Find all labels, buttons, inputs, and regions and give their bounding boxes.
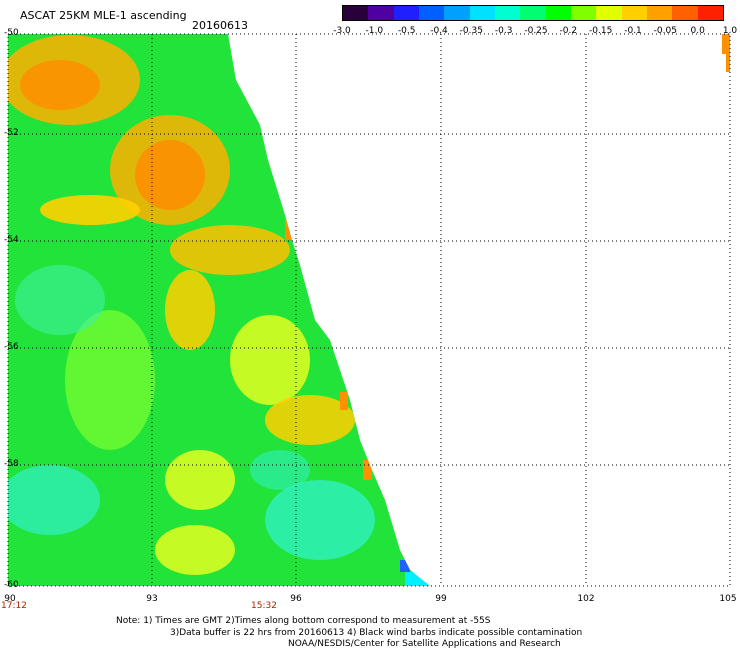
lon-label: 99 bbox=[435, 594, 447, 604]
color-scale-label: -0.1 bbox=[624, 26, 642, 36]
color-scale-swatch bbox=[545, 6, 571, 20]
color-scale-swatch bbox=[570, 6, 597, 20]
color-scale-label: -0.3 bbox=[494, 26, 513, 36]
map-frame bbox=[7, 33, 731, 587]
lon-label: 102 bbox=[577, 594, 595, 604]
time-label: 15:32 bbox=[251, 601, 277, 611]
color-scale-swatch bbox=[368, 6, 394, 20]
color-scale-label: -0.05 bbox=[653, 26, 677, 36]
color-scale-swatch bbox=[672, 6, 698, 20]
color-scale-label: -0.15 bbox=[589, 26, 613, 36]
color-scale-label: -0.2 bbox=[559, 26, 578, 36]
color-scale-swatch bbox=[444, 6, 470, 20]
color-scale-swatch bbox=[520, 6, 546, 20]
color-scale-swatch bbox=[418, 6, 445, 20]
lon-label: 96 bbox=[290, 594, 302, 604]
color-scale-swatch bbox=[393, 6, 419, 20]
credit-line: NOAA/NESDIS/Center for Satellite Applica… bbox=[288, 639, 561, 649]
color-scale-bar bbox=[342, 5, 724, 21]
color-scale-swatch bbox=[494, 6, 521, 20]
color-scale-label: 1.0 bbox=[722, 26, 738, 36]
lat-label: -50 bbox=[4, 28, 19, 38]
color-scale-label: -1.0 bbox=[365, 26, 384, 36]
color-scale-label: -3.0 bbox=[333, 26, 351, 36]
color-scale-label: 0.0 bbox=[690, 26, 705, 36]
color-scale-swatch bbox=[469, 6, 495, 20]
lon-label: 105 bbox=[719, 594, 737, 604]
color-scale-swatch bbox=[646, 6, 673, 20]
color-scale-label: -0.35 bbox=[459, 26, 483, 36]
lon-label: 93 bbox=[146, 594, 158, 604]
map-title: ASCAT 25KM MLE-1 ascending bbox=[20, 9, 187, 22]
color-scale-swatch bbox=[697, 6, 723, 20]
lat-label: -56 bbox=[4, 342, 19, 352]
color-scale-swatch bbox=[343, 6, 369, 20]
color-scale-swatch bbox=[621, 6, 647, 20]
footnote-line-1: Note: 1) Times are GMT 2)Times along bot… bbox=[116, 616, 491, 626]
lat-label: -54 bbox=[4, 235, 19, 245]
color-scale-label: -0.25 bbox=[524, 26, 548, 36]
color-scale-labels: -3.0 -1.0 -0.5 -0.4 -0.35 -0.3 -0.25 -0.2 -0.15 -… bbox=[330, 26, 737, 38]
lat-label: -52 bbox=[4, 128, 19, 138]
lat-label: -60 bbox=[4, 580, 19, 590]
lon-label: 90 bbox=[4, 594, 16, 604]
color-scale-swatch bbox=[596, 6, 622, 20]
footnote-line-2: 3)Data buffer is 22 hrs from 20160613 4)… bbox=[170, 628, 583, 638]
map-date: 20160613 bbox=[192, 19, 248, 32]
color-scale-label: -0.5 bbox=[397, 26, 416, 36]
lat-label: -58 bbox=[4, 459, 19, 469]
grid-lines bbox=[8, 34, 730, 586]
time-label: 17:12 bbox=[1, 601, 27, 611]
wind-swath bbox=[8, 34, 730, 586]
color-scale-label: -0.4 bbox=[430, 26, 448, 36]
